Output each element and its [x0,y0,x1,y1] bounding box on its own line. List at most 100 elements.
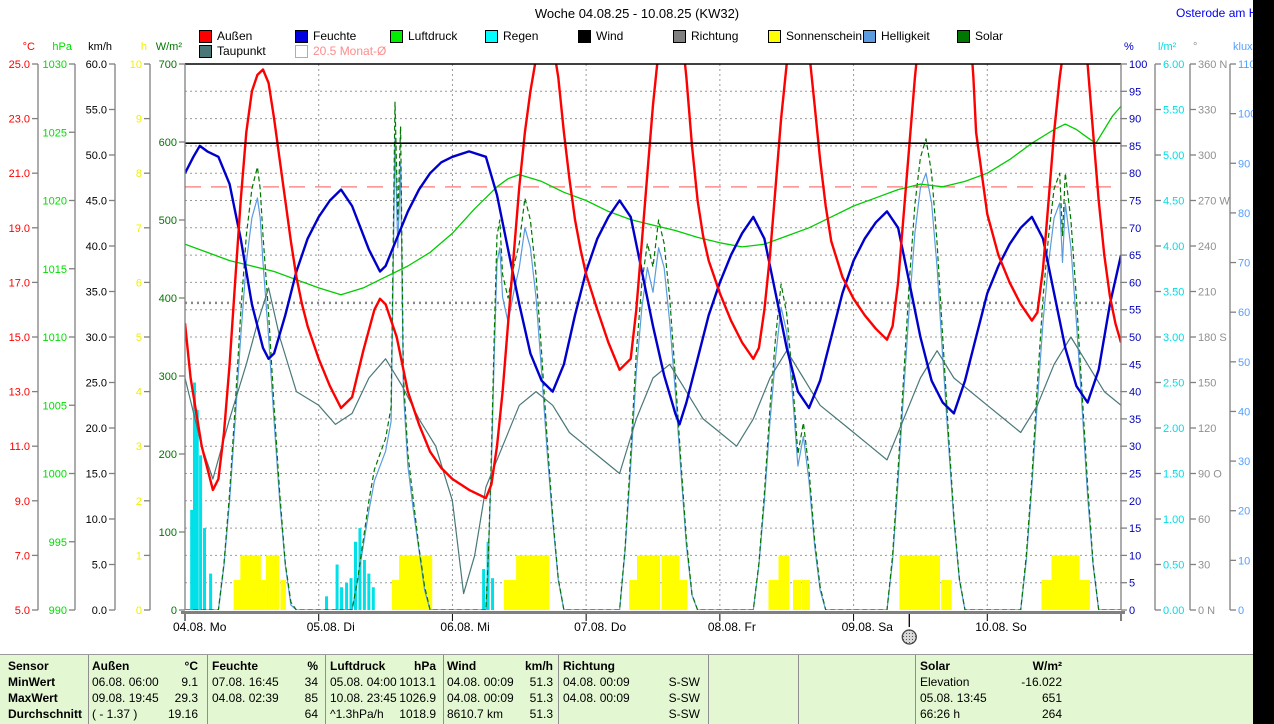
moon-phase-icon [901,614,917,645]
table-column-separator [915,655,916,724]
table-cell-text: 04.08. 02:39 [212,691,279,705]
legend-swatch [295,44,308,58]
svg-text:2: 2 [136,496,142,508]
svg-text:50: 50 [1238,357,1250,369]
svg-text:1020: 1020 [43,196,67,208]
legend-item-regen[interactable]: Regen [485,29,538,43]
svg-text:30: 30 [1198,560,1210,572]
legend-item-20-5-monat-[interactable]: 20.5 Monat-Ø [295,44,386,58]
legend-item-richtung[interactable]: Richtung [673,29,738,43]
svg-text:21.0: 21.0 [9,168,30,180]
legend-item-helligkeit[interactable]: Helligkeit [863,29,930,43]
legend-label: Regen [503,29,539,43]
page-title: Woche 04.08.25 - 10.08.25 (KW32) [534,6,740,21]
table-row-label: MinWert [8,675,56,689]
svg-text:4.00: 4.00 [1163,241,1184,253]
x-axis-day-labels: 04.08. Mo 05.08. Di 06.08. Mi 07.08. Do 08.0… [173,620,1027,634]
axis-lmm: 6.00 5.50 5.00 4.50 4.00 3.50 3.00 2.50 2.00 1.50… [1154,41,1184,617]
svg-text:500: 500 [159,215,177,227]
legend-item-luftdruck[interactable]: Luftdruck [390,29,457,43]
legend-item-au-en[interactable]: Außen [199,29,252,43]
legend-label: Helligkeit [881,29,930,43]
svg-text:95: 95 [1129,86,1141,98]
svg-text:°C: °C [23,41,35,53]
svg-text:h: h [141,41,147,53]
table-cell-text: 8610.7 km [447,707,504,721]
svg-text:5.00: 5.00 [1163,150,1184,162]
svg-text:7.0: 7.0 [15,550,30,562]
table-cell-text: ( - 1.37 ) [92,707,138,721]
svg-text:0: 0 [136,605,142,617]
svg-text:45: 45 [1129,359,1141,371]
svg-text:40.0: 40.0 [86,241,107,253]
table-column-separator [708,655,709,724]
svg-text:330: 330 [1198,105,1216,117]
svg-text:60: 60 [1238,307,1250,319]
svg-text:60.0: 60.0 [86,59,107,71]
right-black-strip [1253,0,1274,724]
svg-text:09.08. Sa: 09.08. Sa [842,620,894,634]
legend-swatch [578,29,591,43]
legend-item-taupunkt[interactable]: Taupunkt [199,44,266,58]
svg-text:1005: 1005 [43,400,67,412]
axis-pct: 1009590858075706560555045403530252015105… [1120,41,1147,617]
svg-text:4: 4 [136,387,142,399]
svg-text:1015: 1015 [43,264,67,276]
weather-chart: 25.023.021.019.017.015.013.011.09.07.05.… [9,41,1256,645]
svg-text:04.08. Mo: 04.08. Mo [173,620,227,634]
svg-text:1010: 1010 [43,332,67,344]
table-cell-value: 1013.1 [399,675,436,689]
table-cell-value: 51.3 [529,691,553,705]
svg-text:30: 30 [1238,456,1250,468]
series-aussen [185,64,1121,500]
svg-text:80: 80 [1238,208,1250,220]
svg-text:100: 100 [1238,109,1256,121]
legend-label: Richtung [691,29,739,43]
legend-item-wind[interactable]: Wind [578,29,623,43]
svg-text:40: 40 [1238,406,1250,418]
svg-text:3.00: 3.00 [1163,332,1184,344]
legend-swatch [199,29,212,43]
svg-text:10.0: 10.0 [86,514,107,526]
svg-text:55: 55 [1129,305,1141,317]
svg-text:km/h: km/h [88,41,112,53]
table-cell-text: 09.08. 19:45 [92,691,159,705]
svg-text:10: 10 [130,59,142,71]
svg-text:270 W: 270 W [1198,196,1230,208]
table-cell-text: 10.08. 23:45 [330,691,397,705]
table-cell-text: 66:26 h [920,707,961,721]
legend-swatch [957,29,970,43]
table-column-separator [207,655,208,724]
table-col-header: Luftdruck [330,659,386,673]
table-cell-text: 04.08. 00:09 [563,675,630,689]
svg-text:990: 990 [49,605,67,617]
svg-text:360 N: 360 N [1198,59,1227,71]
svg-text:5: 5 [1129,578,1135,590]
svg-text:5.0: 5.0 [15,605,30,617]
table-col-header: Solar [920,659,951,673]
gridlines [185,64,1121,610]
axis-deg: 360 N 330 300 270 W 240 210 180 S 150 120 90 O 60 3… [1189,41,1230,617]
svg-text:13.0: 13.0 [9,387,30,399]
svg-text:200: 200 [159,449,177,461]
table-cell-value: 19.16 [167,707,198,721]
legend-item-solar[interactable]: Solar [957,29,1003,43]
svg-text:9: 9 [136,114,142,126]
svg-text:5.0: 5.0 [92,560,107,572]
svg-text:15.0: 15.0 [86,469,107,481]
table-col-header: Wind [447,659,477,673]
series-luftdruck [185,105,1121,296]
table-cell-value: 264 [1041,707,1062,721]
table-cell-value: S-SW [668,707,700,721]
table-cell-value: 9.1 [181,675,198,689]
legend-swatch [295,29,308,43]
plot-frame [181,63,1125,621]
table-column-separator [88,655,89,724]
legend-item-sonnenschein[interactable]: Sonnenschein [768,29,862,43]
legend-item-feuchte[interactable]: Feuchte [295,29,356,43]
svg-text:30.0: 30.0 [86,332,107,344]
svg-text:75: 75 [1129,196,1141,208]
table-col-unit: W/m² [1032,659,1062,673]
table-cell-value: S-SW [668,691,700,705]
